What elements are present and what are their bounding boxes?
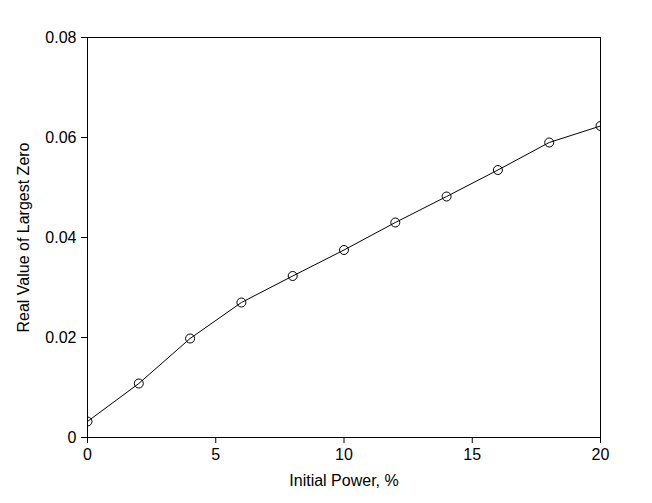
svg-text:10: 10 (335, 446, 353, 463)
svg-text:0: 0 (83, 446, 92, 463)
svg-text:Real Value of Largest Zero: Real Value of Largest Zero (15, 142, 32, 332)
svg-text:0: 0 (68, 429, 77, 446)
svg-text:0.08: 0.08 (45, 29, 76, 46)
svg-text:0.02: 0.02 (45, 329, 76, 346)
svg-text:Initial Power, %: Initial Power, % (289, 472, 398, 489)
svg-text:5: 5 (211, 446, 220, 463)
svg-text:15: 15 (463, 446, 481, 463)
svg-text:0.06: 0.06 (45, 129, 76, 146)
svg-text:0.04: 0.04 (45, 229, 76, 246)
svg-text:20: 20 (592, 446, 610, 463)
